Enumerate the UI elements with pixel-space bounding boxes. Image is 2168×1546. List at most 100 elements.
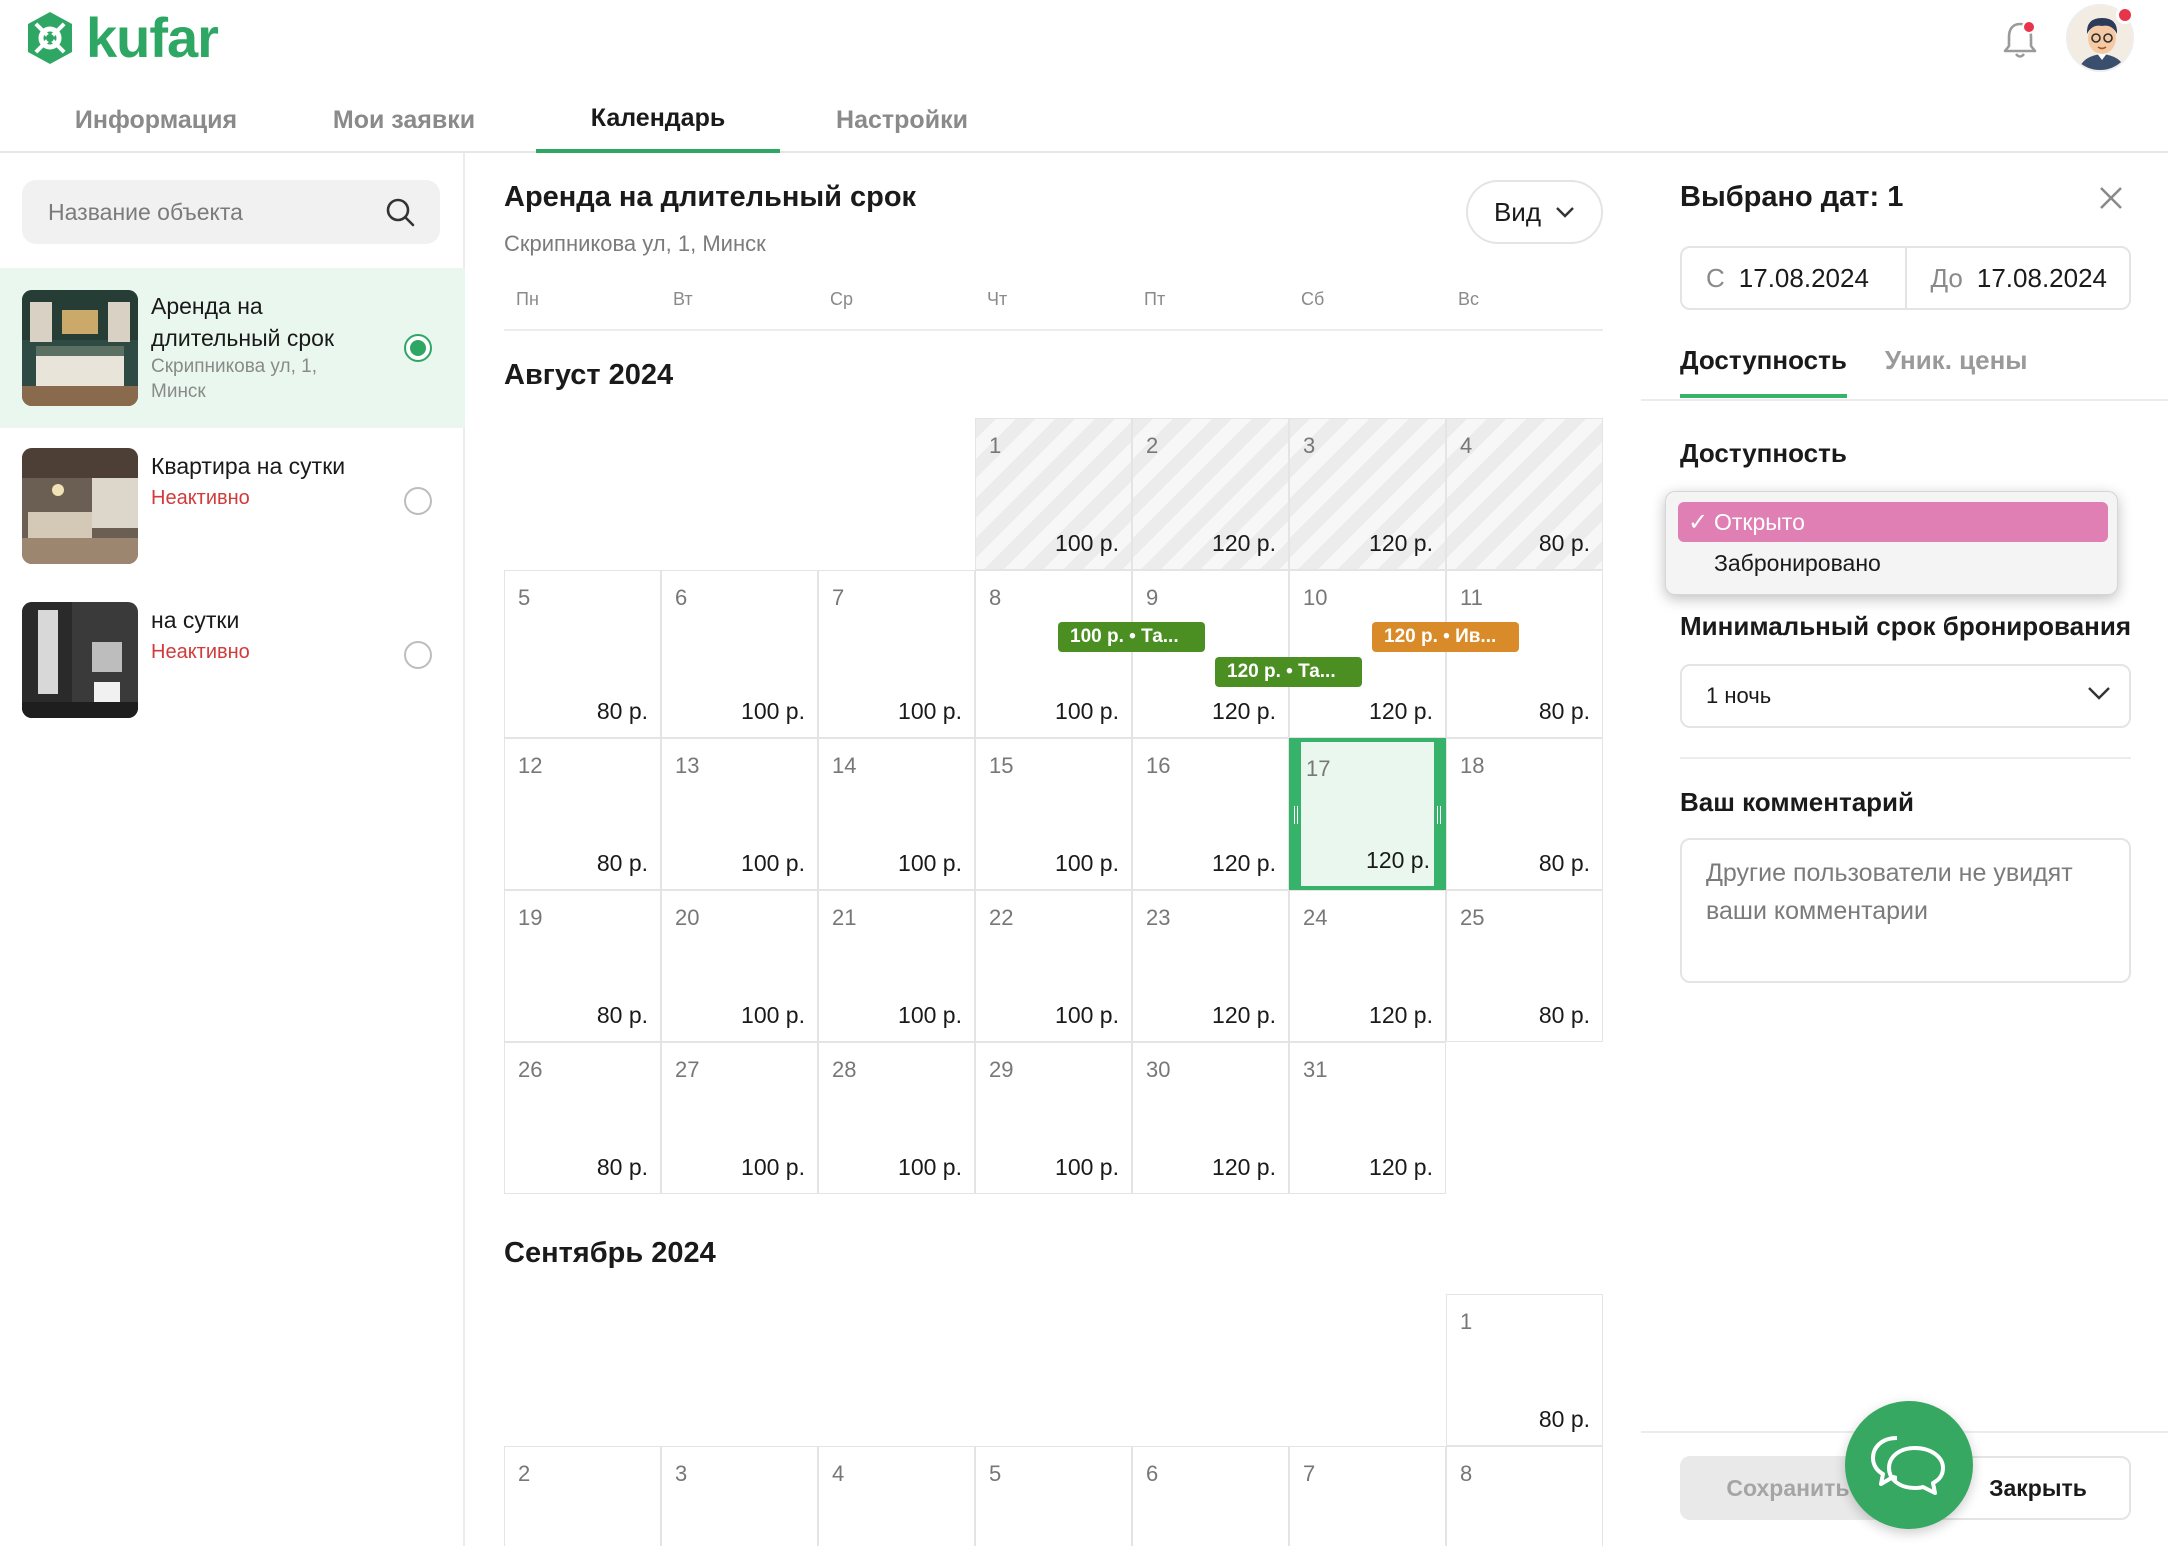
- calendar-day[interactable]: 14 100 р.: [818, 738, 975, 890]
- day-number: 6: [1146, 1461, 1159, 1486]
- day-price: 100 р.: [741, 850, 805, 876]
- month-title-august: Август 2024: [504, 359, 674, 391]
- booking-badge[interactable]: 120 р. • Та...: [1215, 657, 1362, 687]
- min-stay-value: 1 ночь: [1706, 683, 1772, 708]
- day-number: 18: [1460, 753, 1485, 778]
- calendar-day[interactable]: 30 120 р.: [1132, 1042, 1289, 1194]
- calendar-day[interactable]: 18 80 р.: [1446, 738, 1603, 890]
- object-photo: [22, 448, 138, 564]
- calendar-day[interactable]: 26 80 р.: [504, 1042, 661, 1194]
- calendar-day[interactable]: 8: [1446, 1446, 1603, 1546]
- day-number: 20: [675, 905, 700, 930]
- object-radio[interactable]: [404, 487, 432, 515]
- calendar-day[interactable]: 21 100 р.: [818, 890, 975, 1042]
- calendar-day[interactable]: 1 100 р.: [975, 418, 1132, 570]
- calendar-day[interactable]: 2: [504, 1446, 661, 1546]
- booking-badge[interactable]: 100 р. • Та...: [1058, 622, 1205, 652]
- tab-availability[interactable]: Доступность: [1680, 345, 1847, 398]
- day-number: 31: [1303, 1057, 1328, 1082]
- calendar-day[interactable]: 2 120 р.: [1132, 418, 1289, 570]
- chevron-down-icon: [2088, 687, 2110, 700]
- calendar-day[interactable]: 4 80 р.: [1446, 418, 1603, 570]
- day-number: 22: [989, 905, 1014, 930]
- tab-settings[interactable]: Настройки: [836, 106, 968, 134]
- calendar-day[interactable]: 22 100 р.: [975, 890, 1132, 1042]
- calendar-day[interactable]: 7 100 р.: [818, 570, 975, 738]
- calendar-day[interactable]: 13 100 р.: [661, 738, 818, 890]
- calendar-day[interactable]: 31 120 р.: [1289, 1042, 1446, 1194]
- calendar-day[interactable]: 10 120 р.: [1289, 570, 1446, 738]
- day-price: 100 р.: [1055, 1154, 1119, 1180]
- calendar-day[interactable]: 24 120 р.: [1289, 890, 1446, 1042]
- calendar-day[interactable]: 8 100 р.: [975, 570, 1132, 738]
- availability-option-booked[interactable]: Забронировано: [1678, 543, 2108, 583]
- divider: [1641, 399, 2168, 401]
- calendar-day[interactable]: 7: [1289, 1446, 1446, 1546]
- calendar-day[interactable]: 6 100 р.: [661, 570, 818, 738]
- availability-dropdown[interactable]: ✓ Открыто Забронировано: [1665, 491, 2118, 595]
- range-handle-right[interactable]: [1434, 742, 1444, 886]
- comment-placeholder: Другие пользователи не увидят ваши комме…: [1706, 859, 2073, 925]
- chat-button[interactable]: [1845, 1401, 1973, 1529]
- range-handle-left[interactable]: [1291, 742, 1301, 886]
- tab-info[interactable]: Информация: [74, 106, 238, 134]
- object-item-long-rent[interactable]: Аренда на длительный срок Скрипникова ул…: [0, 268, 465, 428]
- calendar-day[interactable]: 16 120 р.: [1132, 738, 1289, 890]
- object-radio-selected[interactable]: [404, 334, 432, 362]
- tab-my-requests[interactable]: Мои заявки: [332, 106, 476, 134]
- object-radio[interactable]: [404, 641, 432, 669]
- calendar-day[interactable]: 12 80 р.: [504, 738, 661, 890]
- day-number: 17: [1306, 756, 1331, 781]
- calendar-day[interactable]: 3 120 р.: [1289, 418, 1446, 570]
- calendar-day[interactable]: 5 80 р.: [504, 570, 661, 738]
- panel-tabs: Доступность Уник. цены: [1680, 345, 2066, 398]
- calendar-day[interactable]: 1 80 р.: [1446, 1294, 1603, 1446]
- day-number: 27: [675, 1057, 700, 1082]
- calendar-day[interactable]: 6: [1132, 1446, 1289, 1546]
- calendar-day[interactable]: 15 100 р.: [975, 738, 1132, 890]
- day-number: 13: [675, 753, 700, 778]
- booking-badge[interactable]: 120 р. • Ив...: [1372, 622, 1519, 652]
- search-input[interactable]: Название объекта: [22, 180, 440, 244]
- calendar-day-selected[interactable]: 17 120 р.: [1289, 738, 1446, 890]
- option-label: Забронировано: [1714, 549, 1881, 576]
- tab-unique-prices[interactable]: Уник. цены: [1884, 345, 2028, 375]
- day-number: 3: [1303, 433, 1316, 458]
- day-number: 4: [832, 1461, 845, 1486]
- comment-textarea[interactable]: Другие пользователи не увидят ваши комме…: [1680, 838, 2131, 983]
- day-number: 24: [1303, 905, 1328, 930]
- date-range-field[interactable]: С 17.08.2024 До 17.08.2024: [1680, 246, 2131, 310]
- day-price: 100 р.: [1055, 698, 1119, 724]
- availability-option-open[interactable]: ✓ Открыто: [1678, 502, 2108, 542]
- calendar-day[interactable]: 20 100 р.: [661, 890, 818, 1042]
- calendar-day[interactable]: 9 120 р.: [1132, 570, 1289, 738]
- day-price: 120 р.: [1212, 1154, 1276, 1180]
- tab-calendar[interactable]: Календарь: [536, 88, 780, 153]
- calendar-day[interactable]: 11 80 р.: [1446, 570, 1603, 738]
- object-item-daily-flat[interactable]: Квартира на сутки Неактивно: [0, 428, 465, 588]
- calendar-day[interactable]: 28 100 р.: [818, 1042, 975, 1194]
- day-price: 100 р.: [898, 698, 962, 724]
- date-from-field[interactable]: С 17.08.2024: [1682, 248, 1905, 308]
- kufar-logo[interactable]: kufar: [22, 8, 219, 68]
- day-number: 2: [1146, 433, 1159, 458]
- calendar-day[interactable]: 27 100 р.: [661, 1042, 818, 1194]
- search-icon[interactable]: [384, 196, 416, 228]
- min-stay-select[interactable]: 1 ночь: [1680, 664, 2131, 728]
- close-icon[interactable]: [2096, 183, 2126, 213]
- view-button[interactable]: Вид: [1466, 180, 1603, 244]
- calendar-day[interactable]: 19 80 р.: [504, 890, 661, 1042]
- day-price: 120 р.: [1369, 530, 1433, 556]
- day-number: 8: [989, 585, 1002, 610]
- calendar-day[interactable]: 5: [975, 1446, 1132, 1546]
- calendar-day[interactable]: 25 80 р.: [1446, 890, 1603, 1042]
- date-to-field[interactable]: До 17.08.2024: [1904, 248, 2130, 308]
- objects-sidebar: Название объекта Аренда на длительный ср…: [0, 153, 465, 1546]
- day-number: 7: [1303, 1461, 1316, 1486]
- calendar-day[interactable]: 29 100 р.: [975, 1042, 1132, 1194]
- object-title: Квартира на сутки: [151, 453, 346, 479]
- object-item-daily[interactable]: на сутки Неактивно: [0, 582, 465, 742]
- calendar-day[interactable]: 23 120 р.: [1132, 890, 1289, 1042]
- calendar-day[interactable]: 4: [818, 1446, 975, 1546]
- calendar-day[interactable]: 3: [661, 1446, 818, 1546]
